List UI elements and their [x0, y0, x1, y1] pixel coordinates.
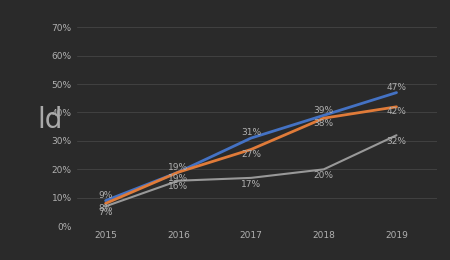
Text: 27%: 27% — [241, 150, 261, 159]
Text: 31%: 31% — [241, 128, 261, 138]
Text: 19%: 19% — [168, 174, 189, 183]
Text: 20%: 20% — [314, 171, 334, 180]
Text: 39%: 39% — [314, 106, 334, 115]
Text: 38%: 38% — [314, 119, 334, 128]
Text: 42%: 42% — [387, 107, 406, 116]
Text: ld: ld — [37, 106, 62, 134]
Text: 16%: 16% — [168, 183, 189, 191]
Text: 47%: 47% — [387, 83, 406, 92]
Text: 7%: 7% — [99, 208, 113, 217]
Text: 19%: 19% — [168, 162, 189, 172]
Text: 17%: 17% — [241, 180, 261, 188]
Text: 8%: 8% — [99, 204, 113, 213]
Text: 9%: 9% — [99, 191, 113, 200]
Text: 32%: 32% — [387, 137, 406, 146]
